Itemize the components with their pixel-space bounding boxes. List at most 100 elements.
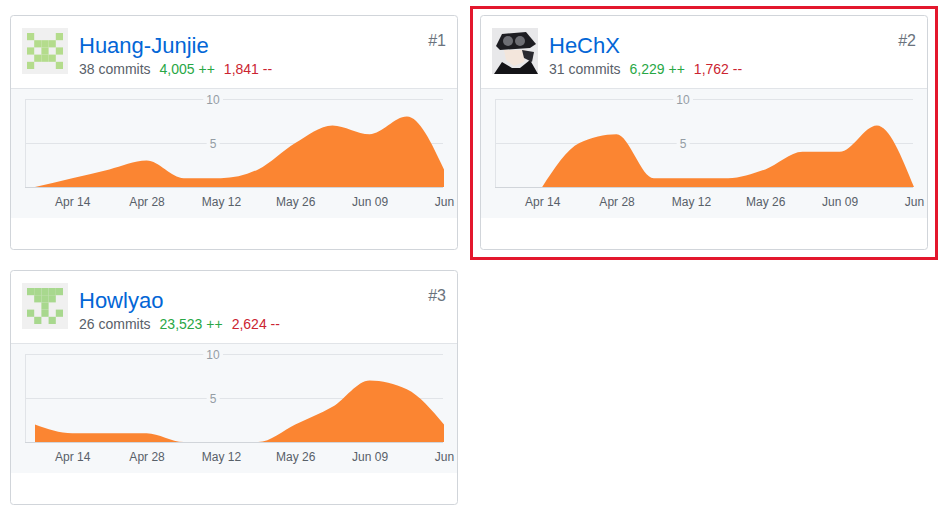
avatar-bg [22,283,68,329]
card-frame [11,271,458,505]
additions: 6,229 ++ [630,61,685,77]
x-tick: May 26 [276,187,316,209]
avatar-pixel [41,288,48,295]
x-tick-label: May 12 [672,195,712,209]
avatar-pixel [41,40,48,47]
x-tick-label: Apr 28 [129,450,165,464]
x-axis: Apr 14Apr 28May 12May 26Jun 09Jun [25,187,454,209]
avatar-bg [22,28,68,74]
tick-label-background [203,92,223,108]
grid-line [25,354,443,355]
tick-label-background [673,92,693,108]
plot-separator [11,343,457,344]
x-tick: May 12 [202,187,242,209]
x-tick: Jun 09 [352,187,388,209]
avatar-pixel [27,33,34,40]
plot-marks [35,117,444,187]
contributor-name: Huang-Junjie [79,33,209,58]
axis-line [25,187,443,188]
additions: 23,523 ++ [160,316,223,332]
avatar-pixel [56,62,63,69]
avatar-pixel [49,317,56,324]
contributor-card: Howlyao#326 commits23,523 ++2,624 --510A… [11,271,458,505]
avatar-pixel [49,40,56,47]
y-tick-label: 5 [680,137,687,151]
avatar-pixel [34,295,41,302]
card-frame [11,16,458,250]
avatar-pixel [56,288,63,295]
contributor-card: HeChX #2 31 commits 6,229 ++ 1,762 -- 5 10 Apr … [481,16,928,250]
avatar-pixel [27,62,34,69]
avatar-pixel [41,47,48,54]
commit-count: 38 commits [79,61,151,77]
avatar-pixel [41,55,48,62]
x-tick: Apr 28 [129,442,165,464]
deletions: 1,762 -- [694,61,743,77]
y-tick-label: 10 [676,93,690,107]
tick-label-background [203,347,223,363]
plot-background [481,88,927,218]
avatar-bg [492,28,538,74]
avatar-hat [496,32,536,50]
x-tick-label: Jun 09 [352,450,388,464]
commit-area [35,380,444,442]
x-tick-label: Apr 14 [55,450,91,464]
tick-label-background [207,391,220,407]
avatar-pixel [56,47,63,54]
grid-line [25,99,443,100]
x-tick-label: May 12 [202,450,242,464]
page: Huang-Junjie#138 commits4,005 ++1,841 --… [0,0,940,520]
commit-count: 26 commits [79,316,151,332]
x-tick-label: Jun 09 [822,195,858,209]
plot-marks [35,380,444,442]
y-tick: 10 [25,347,443,363]
avatar-goggle [515,36,525,46]
avatar-pixel [41,310,48,317]
grid-line [495,143,913,144]
x-axis: Apr 14 Apr 28 May 12 May 26 Jun 09 Jun [495,187,924,209]
x-tick: Apr 14 [525,187,561,209]
avatar-pixel [56,310,63,317]
avatar-pixel [49,288,56,295]
plot-marks [542,125,914,187]
avatar-pixel [49,55,56,62]
plot-separator [481,88,927,89]
avatar [492,28,538,74]
x-tick-label: Apr 28 [129,195,165,209]
y-tick: 10 [495,92,913,108]
y-axis: 5 10 [495,92,913,188]
plot-separator [11,88,457,89]
x-tick: Apr 14 [55,187,91,209]
x-tick: May 26 [276,442,316,464]
commit-area [35,117,444,187]
avatar-pixel [41,295,48,302]
deletions: 2,624 -- [232,316,281,332]
avatar-pixel [34,288,41,295]
plot-background [11,343,457,473]
plot-background [11,88,457,218]
additions: 4,005 ++ [160,61,215,77]
y-tick-label: 10 [206,348,220,362]
axis-line [25,442,443,443]
avatar [22,283,68,329]
commit-count: 31 commits [549,61,621,77]
x-tick-label: Apr 28 [599,195,635,209]
x-tick-label: Jun 09 [352,195,388,209]
avatar [22,28,68,74]
avatar-pixel [56,33,63,40]
x-tick: May 26 [746,187,786,209]
avatar-goggle [503,36,513,46]
x-tick: May 12 [672,187,712,209]
x-tick: Jun 09 [352,442,388,464]
x-axis: Apr 14Apr 28May 12May 26Jun 09Jun [25,442,454,464]
y-tick-label: 5 [210,137,217,151]
x-tick: Jun [905,187,924,209]
y-axis: 510 [25,92,443,188]
x-tick-label: Apr 14 [55,195,91,209]
x-tick: Apr 28 [129,187,165,209]
commit-area [542,125,914,187]
contributor-name: HeChX [549,33,620,58]
rank: #2 [898,32,916,49]
y-axis: 510 [25,347,443,443]
avatar-coat [494,60,538,74]
